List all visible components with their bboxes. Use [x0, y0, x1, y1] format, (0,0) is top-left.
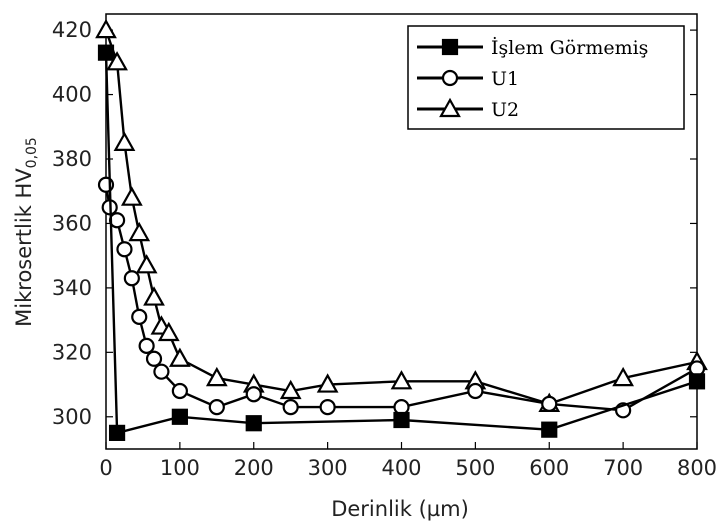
data-point-triangle: [157, 321, 180, 342]
x-tick-label: 100: [160, 456, 200, 480]
x-tick-label: 800: [677, 456, 717, 480]
data-point-triangle: [120, 186, 143, 206]
data-point-square: [171, 408, 188, 425]
legend-label: U1: [491, 68, 519, 90]
data-point-circle: [541, 395, 558, 412]
y-tick-label: 300: [52, 405, 92, 429]
series-0: [97, 44, 706, 441]
legend-item: İşlem Görmemiş: [417, 36, 648, 59]
x-tick-label: 0: [99, 456, 112, 480]
legend-item: U2: [417, 97, 519, 121]
y-axis-title: Mikrosertlik HV0,05: [12, 137, 40, 327]
x-tick-label: 200: [234, 456, 274, 480]
legend-item: U1: [417, 68, 519, 90]
legend-label: İşlem Görmemiş: [491, 36, 648, 59]
data-point-circle: [319, 399, 336, 416]
data-point-circle: [245, 386, 262, 403]
data-point-triangle: [113, 131, 136, 151]
data-point-square: [97, 44, 115, 61]
data-point-triangle: [95, 18, 117, 39]
y-tick-label: 380: [52, 147, 92, 171]
data-point-square: [441, 38, 459, 56]
data-point-circle: [441, 69, 459, 87]
x-tick-label: 300: [308, 456, 348, 480]
ticks-layer: 0 100 200 300 400 500 600 700 800 300 320 340 360 380…: [52, 18, 717, 480]
y-tick-label: 360: [52, 211, 92, 235]
data-point-circle: [123, 270, 140, 287]
x-tick-label: 400: [381, 456, 421, 480]
data-point-square: [688, 373, 706, 390]
data-point-square: [541, 421, 558, 438]
data-point-triangle: [128, 221, 151, 242]
y-tick-label: 320: [52, 340, 92, 364]
data-point-triangle: [143, 286, 165, 306]
data-point-circle: [282, 399, 299, 416]
data-point-square: [108, 424, 126, 441]
data-point-triangle: [390, 370, 413, 390]
data-point-circle: [131, 308, 148, 325]
data-point-triangle: [135, 254, 158, 274]
data-point-circle: [171, 382, 188, 400]
data-point-triangle: [279, 379, 302, 400]
legend-label: U2: [491, 99, 519, 121]
data-point-triangle: [439, 97, 461, 118]
y-tick-label: 340: [52, 276, 92, 300]
data-point-triangle: [168, 347, 191, 367]
series-1: [97, 176, 706, 419]
data-point-square: [245, 415, 262, 432]
x-tick-label: 500: [455, 456, 495, 480]
y-axis-title-sub: 0,05: [24, 137, 40, 168]
x-axis-title: Derinlik (µm): [331, 497, 469, 521]
data-point-circle: [116, 241, 133, 258]
data-point-square: [393, 411, 410, 429]
data-point-circle: [138, 337, 155, 354]
data-point-circle: [153, 363, 170, 380]
y-tick-label: 400: [52, 83, 92, 107]
data-point-triangle: [205, 366, 228, 387]
legend: İşlem Görmemiş U1 U2: [407, 25, 685, 130]
y-tick-label: 420: [52, 18, 92, 42]
data-point-triangle: [316, 373, 339, 393]
y-axis-title-main: Mikrosertlik HV: [12, 168, 36, 327]
series-layer: [95, 18, 708, 441]
data-point-circle: [145, 350, 163, 367]
data-point-circle: [467, 382, 484, 400]
x-tick-label: 700: [603, 456, 643, 480]
data-point-triangle: [106, 51, 128, 71]
data-point-triangle: [612, 366, 635, 387]
x-tick-label: 600: [529, 456, 569, 480]
data-point-circle: [208, 399, 225, 416]
